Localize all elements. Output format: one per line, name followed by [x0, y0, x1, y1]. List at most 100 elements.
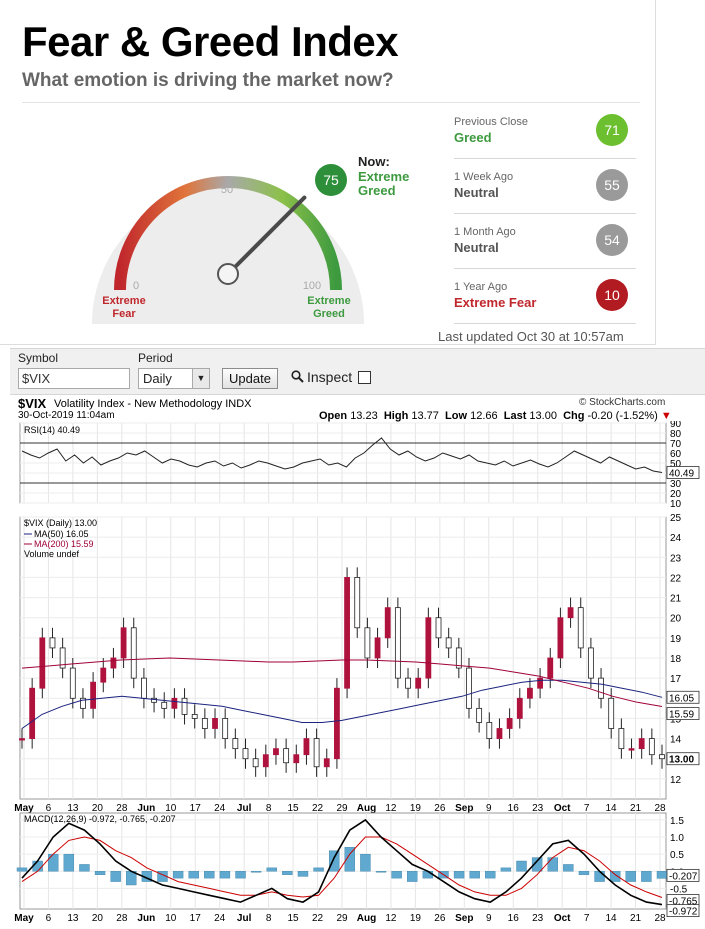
- x-tick-label: 20: [92, 803, 104, 814]
- x-tick-label: 28: [116, 913, 128, 924]
- history-row: Previous Close Greed 71: [454, 104, 636, 159]
- macd-histogram-bar: [500, 867, 512, 872]
- x-tick-label: 23: [532, 803, 544, 814]
- candle: [638, 738, 645, 750]
- history-state: Neutral: [454, 185, 499, 200]
- stock-chart: 908070605040302010RSI(14) 40.4940.492524…: [14, 421, 700, 924]
- x-tick-label: 10: [165, 803, 177, 814]
- x-tick-label: 13: [67, 803, 79, 814]
- last-value-label: -0.765: [669, 897, 698, 908]
- chart-symbol: $VIX: [18, 396, 47, 411]
- page-subtitle: What emotion is driving the market now?: [22, 70, 394, 91]
- x-tick-label: 22: [312, 803, 324, 814]
- ma50-legend: MA(50) 16.05: [34, 529, 89, 539]
- macd-histogram-bar: [485, 871, 496, 879]
- x-tick-label: Oct: [554, 913, 571, 924]
- macd-histogram-bar: [360, 853, 371, 872]
- macd-histogram-bar: [79, 864, 90, 872]
- period-label: Period: [138, 351, 173, 365]
- inspect-checkbox[interactable]: [358, 371, 371, 384]
- macd-histogram-bar: [563, 864, 574, 872]
- fear-greed-panel: Fear & Greed Index What emotion is drivi…: [0, 0, 656, 345]
- macd-histogram-bar: [219, 871, 231, 879]
- history-value-badge: 55: [596, 169, 628, 201]
- brand-link[interactable]: © StockCharts.com: [579, 397, 666, 408]
- x-tick-label: 8: [266, 803, 272, 814]
- candle: [405, 677, 411, 689]
- x-tick-label: 16: [508, 913, 520, 924]
- x-tick-label: 21: [630, 803, 642, 814]
- x-tick-label: 17: [190, 803, 202, 814]
- macd-histogram-bar: [656, 871, 668, 879]
- candle: [394, 607, 401, 679]
- candle: [110, 657, 117, 669]
- last-value-box: [666, 707, 700, 720]
- x-tick-label: 24: [214, 803, 226, 814]
- x-tick-label: 20: [92, 913, 104, 924]
- x-tick-label: 10: [165, 913, 177, 924]
- macd-histogram-bar: [172, 871, 184, 879]
- chart-header: $VIX Volatility Index - New Methodology …: [14, 396, 704, 422]
- history-row: 1 Year Ago Extreme Fear 10: [454, 269, 636, 324]
- history-label: 1 Week Ago: [454, 171, 514, 183]
- high-label: High: [383, 410, 409, 422]
- macd-histogram-bar: [625, 871, 636, 882]
- y-tick-label: 14: [670, 735, 682, 746]
- candle: [567, 607, 574, 619]
- candle: [425, 617, 432, 679]
- candle: [598, 677, 604, 699]
- macd-line: [21, 818, 663, 906]
- candle: [130, 627, 137, 679]
- page-title: Fear & Greed Index: [22, 18, 399, 65]
- x-tick-label: 17: [190, 913, 202, 924]
- candle: [435, 617, 442, 639]
- macd-title: MACD(12,26,9) -0.972, -0.765, -0.207: [24, 814, 176, 824]
- x-tick-label: 21: [630, 913, 642, 924]
- x-tick-label: 15: [288, 803, 300, 814]
- x-tick-label: 13: [67, 913, 79, 924]
- last-updated: Last updated Oct 30 at 10:57am: [438, 329, 624, 344]
- low-value: 12.66: [470, 410, 498, 422]
- gauge-needle: [226, 195, 307, 276]
- x-tick-label: Jun: [137, 913, 155, 924]
- macd-histogram-bar: [641, 871, 652, 882]
- candle: [90, 681, 97, 709]
- candle: [496, 728, 503, 739]
- period-select[interactable]: Daily ▼: [138, 368, 210, 389]
- candle: [334, 687, 340, 760]
- last-value-box: [666, 868, 700, 882]
- candle: [374, 637, 381, 659]
- y-tick-label: 17: [670, 674, 682, 685]
- x-tick-label: 14: [606, 803, 618, 814]
- history-value-badge: 10: [596, 279, 628, 311]
- search-icon[interactable]: [291, 370, 304, 383]
- macd-histogram-bar: [94, 871, 106, 875]
- y-tick-label: 50: [670, 459, 682, 470]
- gauge-background: [92, 188, 364, 324]
- candle: [222, 718, 229, 739]
- y-tick-label: 60: [670, 449, 682, 460]
- x-tick-label: 23: [532, 913, 544, 924]
- x-tick-label: 28: [654, 913, 666, 924]
- x-tick-label: 19: [410, 913, 422, 924]
- gauge-tick-100: 100: [303, 280, 321, 292]
- y-tick-label: 10: [670, 499, 682, 510]
- y-tick-label: 90: [670, 421, 682, 430]
- candle: [486, 722, 493, 739]
- symbol-input[interactable]: $VIX: [18, 368, 130, 389]
- candle: [547, 657, 554, 679]
- macd-histogram-bar: [422, 871, 434, 879]
- x-tick-label: 16: [508, 803, 520, 814]
- x-tick-label: Sep: [455, 913, 473, 924]
- update-button[interactable]: Update: [222, 368, 278, 389]
- chevron-down-icon[interactable]: ▼: [192, 369, 209, 388]
- y-tick-label: 20: [670, 489, 682, 500]
- candle: [29, 687, 36, 739]
- ma200-legend: MA(200) 15.59: [34, 539, 94, 549]
- ohlc-readout: Open 13.23 High 13.77 Low 12.66 Last 13.…: [319, 410, 672, 422]
- down-arrow-icon: ▼: [660, 410, 672, 422]
- last-value-box: [666, 690, 700, 704]
- chg-value: -0.20 (-1.52%): [587, 410, 658, 422]
- now-state-1: Extreme: [358, 169, 409, 184]
- candle: [59, 647, 66, 669]
